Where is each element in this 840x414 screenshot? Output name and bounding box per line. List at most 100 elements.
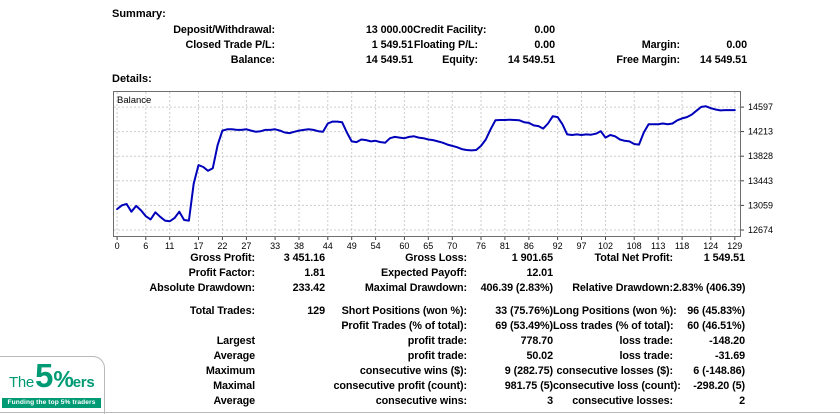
trade-stat-label: Average: [213, 395, 255, 407]
summary-value: 0.00: [726, 39, 747, 51]
result-label: [553, 266, 673, 281]
details-section-title: Details:: [112, 73, 152, 85]
svg-text:11: 11: [165, 241, 174, 251]
svg-text:44: 44: [323, 241, 333, 251]
svg-text:124: 124: [703, 241, 718, 251]
trade-stat-label: Long Positions (won %):: [553, 305, 677, 317]
trade-stat-label: Total Trades:: [189, 305, 255, 317]
result-label: Maximal Drawdown:: [364, 282, 467, 294]
summary-value: 0.00: [534, 39, 555, 51]
trade-stat-label: consecutive wins ($):: [359, 365, 467, 377]
trade-stat-value: -31.69: [714, 350, 745, 362]
results-table: Gross Profit: 3 451.16 Gross Loss: 1 901.65…: [110, 251, 745, 296]
svg-text:12674: 12674: [748, 225, 773, 235]
result-value: 2.83% (406.39): [673, 282, 746, 294]
result-value: 12.01: [526, 267, 553, 279]
summary-label: Floating P/L:: [413, 39, 478, 51]
svg-text:33: 33: [270, 241, 280, 251]
svg-text:65: 65: [423, 241, 433, 251]
summary-label: Credit Facility:: [413, 24, 487, 36]
svg-text:13059: 13059: [748, 200, 773, 210]
svg-text:49: 49: [347, 241, 357, 251]
svg-text:38: 38: [294, 241, 304, 251]
trade-stat-label: consecutive losses:: [572, 395, 673, 407]
result-value: [673, 266, 745, 281]
svg-text:Balance: Balance: [117, 95, 151, 106]
logo-word-ers: ers: [72, 374, 95, 391]
summary-label: Equity:: [442, 54, 478, 66]
summary-value: 14 549.51: [507, 54, 555, 66]
svg-text:0: 0: [115, 241, 120, 251]
trade-stat-value: [255, 394, 325, 409]
summary-value: 0.00: [534, 24, 555, 36]
svg-text:27: 27: [241, 241, 251, 251]
trade-stat-value: -298.20 (5): [693, 380, 745, 392]
svg-text:76: 76: [476, 241, 486, 251]
trade-stat-label: profit trade:: [407, 350, 467, 362]
result-value: 1 901.65: [511, 252, 553, 264]
trade-stat-label: Loss trades (% of total):: [553, 320, 674, 332]
svg-text:118: 118: [675, 241, 689, 251]
summary-value: 14 549.51: [699, 54, 747, 66]
trades-table: Total Trades: 129 Short Positions (won %):…: [110, 304, 745, 409]
trade-stat-label: [110, 319, 255, 334]
summary-label: Free Margin:: [616, 54, 680, 66]
svg-text:14597: 14597: [748, 102, 773, 112]
result-label: Gross Profit:: [190, 252, 255, 264]
svg-text:6: 6: [143, 241, 148, 251]
trade-stat-value: 778.70: [520, 335, 554, 347]
svg-text:54: 54: [371, 241, 381, 251]
result-value: 3 451.16: [283, 252, 325, 264]
summary-label: Deposit/Withdrawal:: [173, 24, 275, 36]
trade-stat-value: [255, 319, 325, 334]
logo-percent-glyph: %: [53, 366, 73, 392]
svg-text:13443: 13443: [748, 176, 773, 186]
trade-stat-label: profit trade:: [407, 335, 467, 347]
svg-text:86: 86: [524, 241, 534, 251]
trade-stat-label: Average: [213, 350, 255, 362]
trade-stat-value: 60 (46.51%): [687, 320, 745, 332]
the5ers-wordmark: The 5 % ers: [9, 359, 95, 393]
result-label: Relative Drawdown:: [572, 282, 673, 294]
summary-section-title: Summary:: [112, 8, 166, 20]
trade-stat-value: [255, 334, 325, 349]
summary-label: Balance:: [230, 54, 275, 66]
trade-stat-label: consecutive losses ($):: [556, 365, 673, 377]
svg-text:81: 81: [500, 241, 510, 251]
summary-label: [555, 23, 680, 38]
trade-stat-value: 50.02: [526, 350, 553, 362]
trade-stat-value: -148.20: [709, 335, 745, 347]
svg-text:97: 97: [576, 241, 586, 251]
trade-stat-label: consecutive loss (count):: [553, 380, 681, 392]
result-value: 1.81: [304, 267, 325, 279]
trade-stat-value: 69 (53.49%): [495, 320, 553, 332]
svg-text:113: 113: [651, 241, 665, 251]
trade-stat-value: 981.75 (5): [504, 380, 553, 392]
result-label: Expected Payoff:: [381, 267, 467, 279]
logo-tagline: Funding the top 5% traders: [2, 398, 101, 408]
trade-stat-value: 96 (45.83%): [687, 305, 745, 317]
result-label: Total Net Profit:: [594, 252, 674, 264]
svg-text:13828: 13828: [748, 151, 773, 161]
summary-label: Margin:: [641, 39, 680, 51]
result-value: 406.39 (2.83%): [480, 282, 554, 294]
trade-stat-label: consecutive wins:: [375, 395, 467, 407]
trade-stat-value: [255, 379, 325, 394]
svg-text:60: 60: [399, 241, 409, 251]
summary-value: 1 549.51: [371, 39, 413, 51]
trade-stat-label: Short Positions (won %):: [341, 305, 467, 317]
trade-stat-label: Maximal: [213, 380, 255, 392]
svg-text:17: 17: [193, 241, 203, 251]
trade-stat-label: Profit Trades (% of total):: [341, 320, 467, 332]
trade-stat-label: loss trade:: [619, 350, 673, 362]
trade-stat-value: 33 (75.76%): [495, 305, 553, 317]
summary-value: 14 549.51: [365, 54, 413, 66]
trade-stat-value: 129: [307, 305, 325, 317]
svg-text:14213: 14213: [748, 127, 773, 137]
summary-label: Closed Trade P/L:: [185, 39, 276, 51]
trade-stat-value: 9 (282.75): [504, 365, 553, 377]
svg-text:108: 108: [627, 241, 642, 251]
trade-stat-value: 2: [739, 395, 745, 407]
trade-stat-value: 6 (-148.86): [693, 365, 745, 377]
